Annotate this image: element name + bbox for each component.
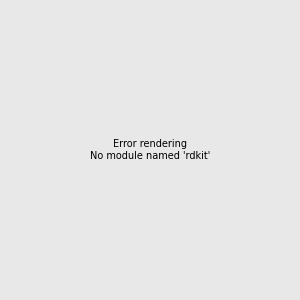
Text: Error rendering
No module named 'rdkit': Error rendering No module named 'rdkit' bbox=[90, 139, 210, 161]
